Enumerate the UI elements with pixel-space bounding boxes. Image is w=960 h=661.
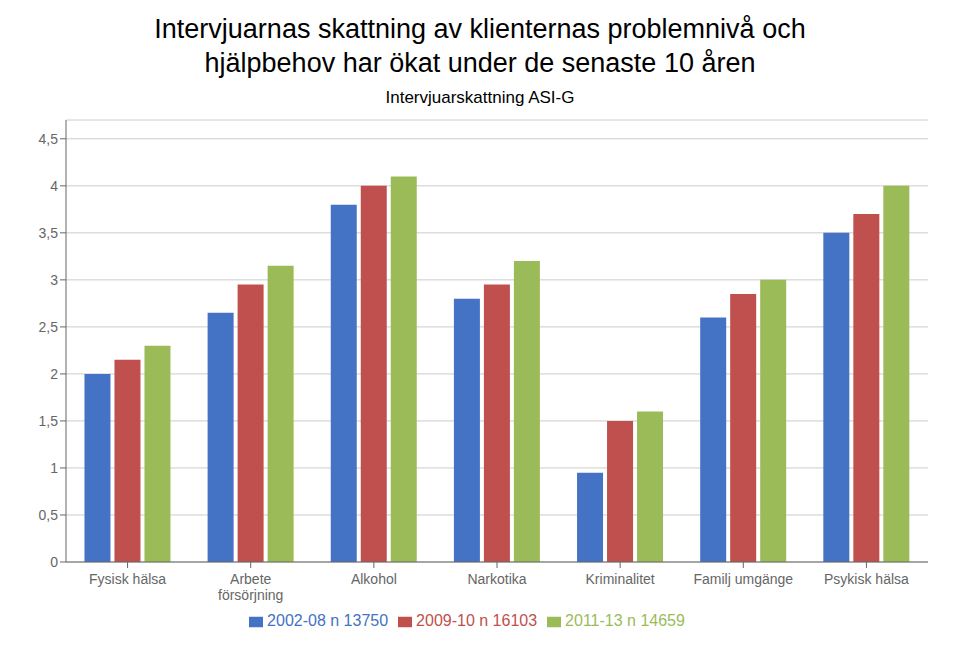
svg-text:2: 2 xyxy=(50,366,58,382)
svg-text:4: 4 xyxy=(50,178,58,194)
html-text:2011-13 n 14659: 2011-13 n 14659 xyxy=(565,612,685,629)
svg-text:3: 3 xyxy=(50,272,58,288)
svg-text:0,5: 0,5 xyxy=(39,507,59,523)
svg-text:1: 1 xyxy=(50,460,58,476)
svg-text:4,5: 4,5 xyxy=(39,131,59,147)
svg-text:Familj umgänge: Familj umgänge xyxy=(693,571,793,587)
svg-text:3,5: 3,5 xyxy=(39,225,59,241)
svg-text:Narkotika: Narkotika xyxy=(467,571,526,587)
html-text:Intervjuarnas skattning av kli: Intervjuarnas skattning av klienternas p… xyxy=(154,14,806,44)
svg-text:Arbeteförsörjning: Arbeteförsörjning xyxy=(218,571,283,603)
svg-text:Kriminalitet: Kriminalitet xyxy=(586,571,655,587)
html-text:Intervjuarskattning ASI-G: Intervjuarskattning ASI-G xyxy=(385,88,575,107)
html-text:2002-08 n 13750: 2002-08 n 13750 xyxy=(267,612,389,629)
svg-text:1,5: 1,5 xyxy=(39,413,59,429)
svg-text:0: 0 xyxy=(50,554,58,570)
svg-text:Fysisk hälsa: Fysisk hälsa xyxy=(89,571,166,587)
svg-text:Psykisk hälsa: Psykisk hälsa xyxy=(824,571,909,587)
html-text:2009-10 n 16103: 2009-10 n 16103 xyxy=(416,612,538,629)
html-text:hjälpbehov har ökat under de s: hjälpbehov har ökat under de senaste 10 … xyxy=(204,48,756,78)
svg-text:2,5: 2,5 xyxy=(39,319,59,335)
svg-text:Alkohol: Alkohol xyxy=(351,571,397,587)
